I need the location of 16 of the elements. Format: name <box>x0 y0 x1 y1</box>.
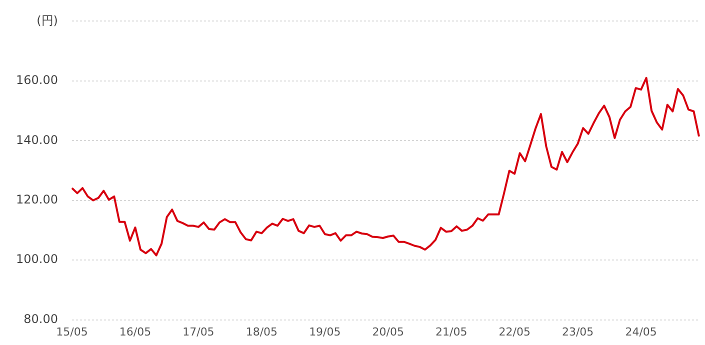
y-tick-label: 160.00 <box>16 73 58 88</box>
y-tick-label: (円) <box>36 13 58 28</box>
x-tick-label: 23/05 <box>562 325 594 338</box>
x-tick-label: 18/05 <box>246 325 278 338</box>
y-tick-label: 120.00 <box>16 192 58 206</box>
y-tick-label: 140.00 <box>16 132 58 147</box>
x-tick-label: 21/05 <box>436 325 468 338</box>
x-tick-label: 19/05 <box>309 325 341 338</box>
x-tick-label: 17/05 <box>182 325 214 338</box>
x-tick-label: 16/05 <box>119 325 152 338</box>
y-tick-label: 100.00 <box>16 252 58 266</box>
x-tick-label: 20/05 <box>372 325 404 338</box>
y-tick-label: 80.00 <box>24 312 58 326</box>
x-tick-label: 15/05 <box>56 325 88 338</box>
x-tick-label: 22/05 <box>498 325 530 338</box>
x-tick-label: 24/05 <box>625 325 657 338</box>
